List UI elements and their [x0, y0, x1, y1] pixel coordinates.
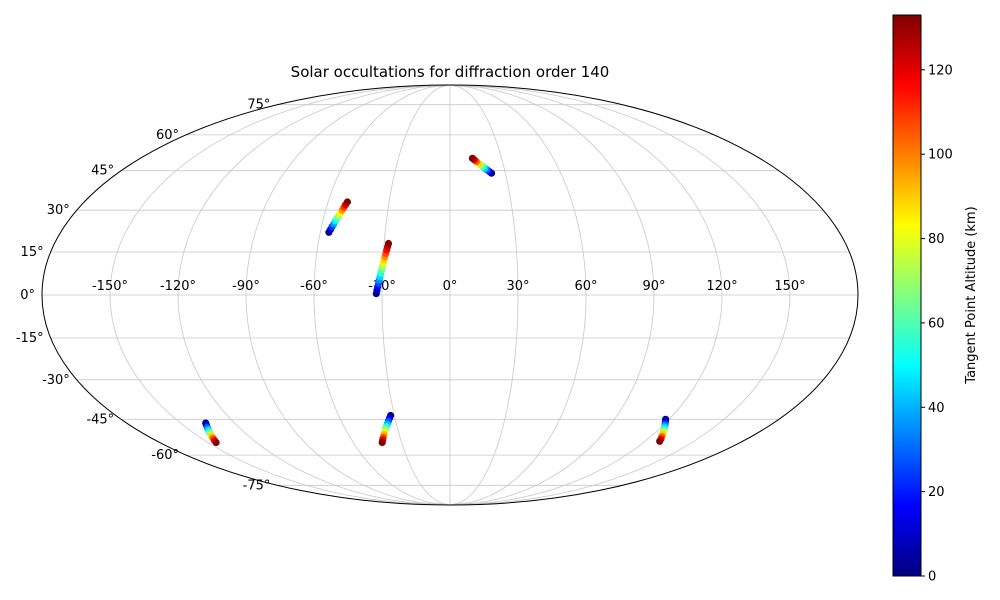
lat-tick-label: 45° [91, 164, 114, 179]
lon-tick-label: 150° [774, 279, 805, 294]
grid-meridian [109, 84, 451, 506]
map-tick-labels: -150° -120° -90° -60° -30° 0° 30° 60° 90° 120° 150… [16, 98, 806, 494]
grid-meridian [381, 84, 451, 506]
lat-tick-label: 75° [247, 98, 270, 113]
occultation-point [378, 438, 386, 447]
occultation-3 [372, 239, 393, 298]
lon-tick-label: 0° [443, 279, 458, 294]
colorbar: 0 20 40 60 80 100 120 [892, 14, 953, 585]
lon-tick-label: -120° [160, 279, 196, 294]
lat-tick-label: 0° [20, 288, 35, 303]
occultation-tracks [202, 154, 670, 447]
lon-tick-label: -60° [300, 279, 328, 294]
grid-meridian [449, 84, 587, 506]
occultation-point [656, 437, 664, 445]
occultation-5 [378, 411, 395, 447]
lon-tick-label: 120° [706, 279, 737, 294]
occultation-point [384, 239, 393, 248]
chart-title: Solar occultations for diffraction order… [291, 63, 610, 81]
lat-tick-label: 15° [21, 245, 44, 260]
occultation-4 [202, 419, 220, 447]
colorbar-tick-label: 100 [928, 148, 953, 163]
lon-tick-label: 60° [574, 279, 597, 294]
lat-tick-label: -60° [151, 448, 179, 463]
grid-meridian [449, 84, 655, 506]
colorbar-tick-label: 80 [928, 232, 945, 247]
grid-meridian [313, 84, 451, 506]
occultation-point [343, 198, 351, 206]
colorbar-gradient [892, 14, 922, 577]
colorbar-tick-label: 20 [928, 485, 945, 500]
lon-tick-label: 30° [506, 279, 529, 294]
occultation-point [468, 154, 476, 162]
graticule [42, 84, 858, 506]
grid-meridian [245, 84, 451, 506]
colorbar-tick-label: 120 [928, 63, 953, 78]
occultation-point [212, 438, 220, 447]
lat-tick-label: -45° [86, 412, 114, 427]
lon-tick-label: -150° [92, 279, 128, 294]
map-outline [41, 84, 859, 506]
grid-meridian [449, 84, 723, 506]
lon-tick-label: 90° [642, 279, 665, 294]
lat-tick-label: 60° [156, 128, 179, 143]
lat-tick-label: -75° [243, 478, 271, 493]
grid-meridian [449, 84, 791, 506]
lon-tick-label: -90° [232, 279, 260, 294]
lat-tick-label: -30° [42, 373, 70, 388]
occultation-6 [656, 415, 670, 445]
colorbar-label: Tangent Point Altitude (km) [964, 206, 979, 384]
lat-tick-label: 30° [47, 203, 70, 218]
grid-meridian [449, 84, 519, 506]
grid-meridian [177, 84, 451, 506]
occultation-1 [468, 154, 496, 177]
map-outline-group [41, 84, 859, 506]
colorbar-tick-label: 0 [928, 570, 936, 585]
colorbar-tick-label: 40 [928, 401, 945, 416]
lat-tick-label: -15° [16, 331, 44, 346]
occultation-2 [325, 198, 351, 236]
colorbar-tick-label: 60 [928, 316, 945, 331]
